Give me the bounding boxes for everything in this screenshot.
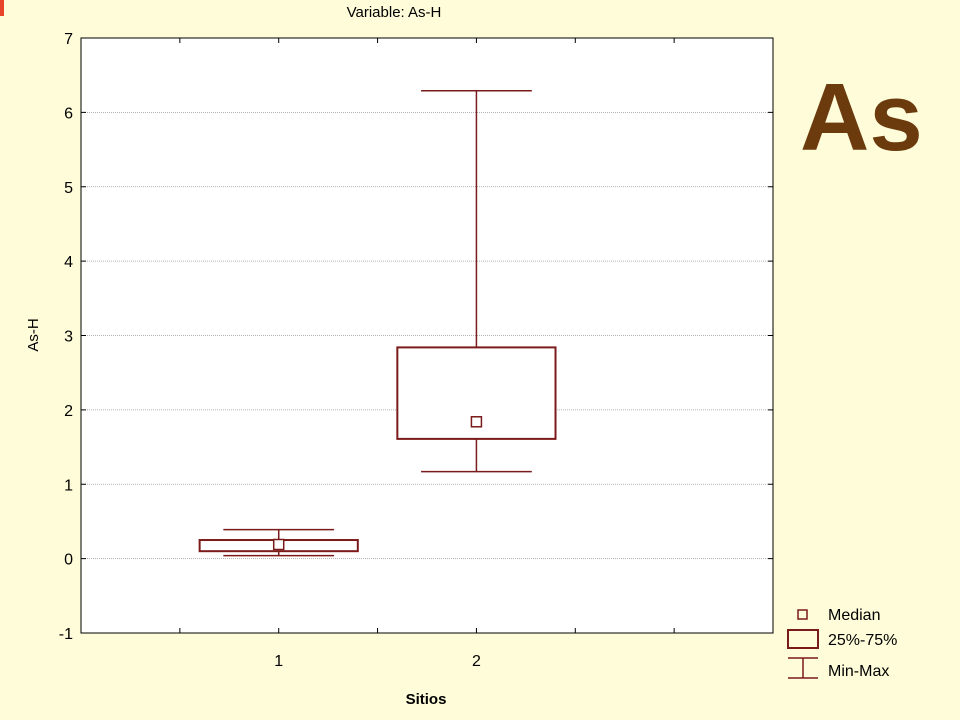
element-label: As	[800, 64, 923, 171]
box-1	[198, 528, 359, 557]
legend-minmax-marker	[788, 657, 818, 679]
x-axis-title: Sitios	[406, 691, 447, 708]
y-tick-label-8: 7	[64, 31, 73, 48]
x-tick-label-0: 1	[274, 653, 283, 670]
y-tick-label-6: 5	[64, 180, 73, 197]
legend-median-label: Median	[828, 607, 880, 624]
y-tick-label-2: 1	[64, 477, 73, 494]
y-axis-ticks: -1 0 1 2 3 4 5 6 7	[59, 31, 773, 643]
y-tick-label-5: 4	[64, 254, 73, 271]
boxes	[198, 90, 557, 557]
y-tick-label-7: 6	[64, 105, 73, 122]
x-tick-label-1: 2	[472, 653, 481, 670]
legend-iqr-marker	[787, 629, 819, 649]
y-tick-label-4: 3	[64, 329, 73, 346]
median-marker-2	[470, 416, 483, 428]
legend-iqr-label: 25%-75%	[828, 632, 897, 649]
corner-mark	[0, 0, 4, 16]
y-tick-label-3: 2	[64, 403, 73, 420]
y-axis-title: As-H	[25, 318, 42, 351]
y-tick-label-1: 0	[64, 552, 73, 569]
legend: Median 25%-75% Min-Max	[787, 607, 897, 680]
y-tick-label-0: -1	[59, 626, 73, 643]
legend-minmax-label: Min-Max	[828, 663, 889, 680]
median-marker-1	[272, 538, 285, 551]
legend-median-marker	[797, 609, 808, 620]
chart-title: Variable: As-H	[347, 4, 442, 21]
box-2	[396, 90, 557, 473]
